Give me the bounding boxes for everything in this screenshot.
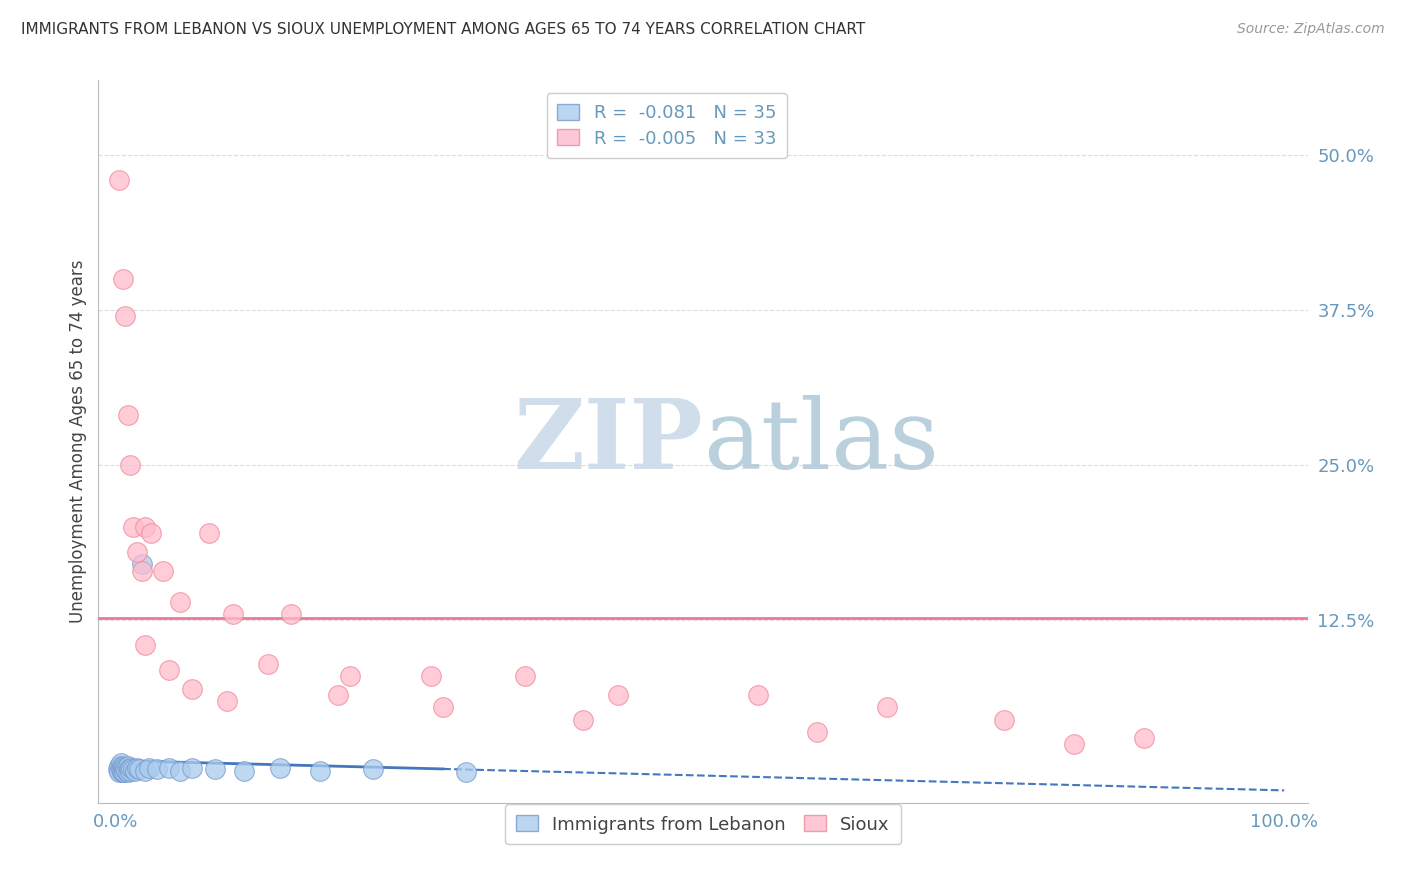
Point [107,762,129,776]
Point [993,713,1015,727]
Point [111,764,134,779]
Point [118,764,141,778]
Point [118,458,141,472]
Point [111,760,134,774]
Point [112,761,135,775]
Point [180,761,202,775]
Point [111,758,134,772]
Y-axis label: Unemployment Among Ages 65 to 74 years: Unemployment Among Ages 65 to 74 years [69,260,87,624]
Point [110,756,132,770]
Point [169,595,191,609]
Point [146,762,169,776]
Point [139,526,162,541]
Point [108,758,131,772]
Point [607,688,630,702]
Point [128,762,150,776]
Point [111,272,134,286]
Text: ZIP: ZIP [513,394,703,489]
Point [326,688,349,702]
Point [876,700,898,714]
Point [157,663,180,677]
Point [361,762,384,776]
Point [111,764,134,779]
Point [120,761,142,775]
Point [138,761,160,775]
Point [456,764,478,779]
Point [122,520,145,534]
Point [157,761,180,775]
Point [110,762,132,776]
Point [114,762,136,776]
Point [269,761,291,775]
Point [124,764,146,778]
Point [134,638,156,652]
Point [125,545,148,559]
Point [1063,738,1085,752]
Point [114,309,136,323]
Point [1133,731,1156,746]
Point [169,764,191,778]
Point [115,764,138,778]
Legend: Immigrants from Lebanon, Sioux: Immigrants from Lebanon, Sioux [506,805,900,845]
Point [256,657,278,671]
Point [420,669,443,683]
Point [125,761,148,775]
Point [117,764,139,779]
Point [131,558,153,572]
Point [432,700,454,714]
Point [108,172,131,186]
Point [108,764,131,779]
Point [118,762,141,776]
Text: Source: ZipAtlas.com: Source: ZipAtlas.com [1237,22,1385,37]
Point [204,762,226,776]
Point [572,713,595,727]
Point [198,526,221,541]
Text: IMMIGRANTS FROM LEBANON VS SIOUX UNEMPLOYMENT AMONG AGES 65 TO 74 YEARS CORRELAT: IMMIGRANTS FROM LEBANON VS SIOUX UNEMPLO… [21,22,865,37]
Point [122,762,145,776]
Point [233,764,256,778]
Point [309,764,332,778]
Point [134,764,156,778]
Point [131,564,153,578]
Point [806,725,828,739]
Point [134,520,156,534]
Point [339,669,361,683]
Point [513,669,536,683]
Point [117,758,139,772]
Point [112,764,135,779]
Point [180,681,202,696]
Text: atlas: atlas [703,394,939,489]
Point [152,564,174,578]
Point [747,688,769,702]
Point [117,409,139,423]
Point [215,694,238,708]
Point [280,607,302,621]
Point [222,607,245,621]
